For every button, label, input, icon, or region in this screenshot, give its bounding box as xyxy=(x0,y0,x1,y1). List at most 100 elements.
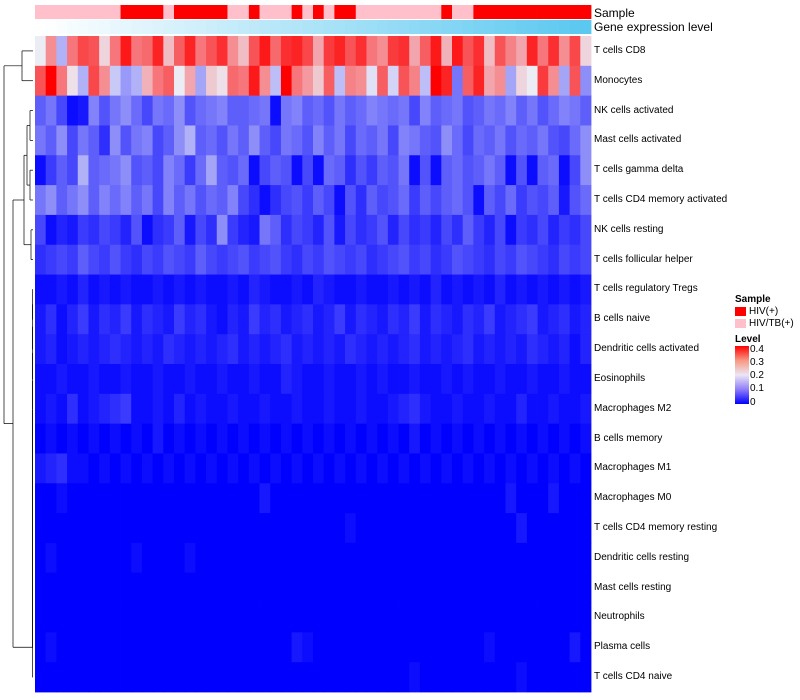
heatmap-cell xyxy=(548,185,560,216)
heatmap-cell xyxy=(227,36,239,67)
heatmap-cell xyxy=(88,453,100,484)
heatmap-cell xyxy=(441,185,453,216)
heatmap-cell xyxy=(184,274,196,305)
level-legend-title: Level xyxy=(735,334,761,345)
heatmap-cell xyxy=(526,483,538,514)
heatmap-cell xyxy=(131,274,143,305)
heatmap-cell xyxy=(387,274,399,305)
heatmap-cell xyxy=(152,364,164,395)
heatmap-cell xyxy=(409,632,421,663)
heatmap-cell xyxy=(141,423,154,454)
expression-annotation-cell xyxy=(120,20,132,34)
heatmap-cell xyxy=(537,304,549,335)
sample-annotation-cell xyxy=(452,5,464,19)
heatmap-cell xyxy=(387,632,399,663)
heatmap-cell xyxy=(398,632,410,663)
heatmap-cell xyxy=(462,423,474,454)
heatmap-cell xyxy=(569,423,581,454)
heatmap-cell xyxy=(163,602,175,633)
heatmap-cell xyxy=(77,632,89,663)
heatmap-cell xyxy=(558,214,571,246)
heatmap-cell xyxy=(270,423,282,454)
heatmap-cell xyxy=(377,483,389,514)
heatmap-cell xyxy=(430,423,442,454)
heatmap-cell xyxy=(377,155,389,186)
heatmap-cell xyxy=(494,274,506,305)
heatmap-cell xyxy=(377,513,389,544)
heatmap-cell xyxy=(484,304,496,335)
heatmap-cell xyxy=(419,65,432,97)
heatmap-cell xyxy=(248,65,260,97)
heatmap-cell xyxy=(313,214,325,246)
heatmap-cell xyxy=(67,36,79,67)
sample-annotation-cell xyxy=(387,5,399,19)
heatmap-cell xyxy=(494,244,506,275)
heatmap-cell xyxy=(355,155,367,186)
heatmap-cell xyxy=(409,542,421,574)
heatmap-cell xyxy=(56,572,68,603)
heatmap-cell xyxy=(174,155,186,186)
heatmap-cell xyxy=(409,334,421,365)
heatmap-cell xyxy=(109,214,121,246)
heatmap-cell xyxy=(163,125,175,156)
heatmap-cell xyxy=(152,95,164,126)
expression-annotation-cell xyxy=(452,20,464,34)
heatmap-cell xyxy=(484,95,496,126)
heatmap-cell xyxy=(355,334,367,365)
heatmap-cell xyxy=(88,393,100,425)
heatmap-cell xyxy=(270,572,282,603)
heatmap-cell xyxy=(387,364,399,395)
heatmap-cell xyxy=(387,65,399,97)
expression-annotation-cell xyxy=(462,20,474,34)
heatmap-cell xyxy=(558,393,571,425)
heatmap-cell xyxy=(206,423,218,454)
heatmap-cell xyxy=(141,214,154,246)
expression-annotation-cell xyxy=(227,20,239,34)
heatmap-cell xyxy=(291,214,303,246)
heatmap-cell xyxy=(345,513,357,544)
heatmap-cell xyxy=(548,513,560,544)
heatmap-cell xyxy=(526,274,538,305)
heatmap-cell xyxy=(163,632,175,663)
heatmap-cell xyxy=(409,364,421,395)
heatmap-cell xyxy=(494,36,506,67)
heatmap-cell xyxy=(580,453,592,484)
heatmap-cell xyxy=(558,662,571,693)
heatmap-cell xyxy=(184,542,196,574)
heatmap-cell xyxy=(537,125,549,156)
heatmap-cell xyxy=(195,334,207,365)
heatmap-cell xyxy=(77,662,89,693)
heatmap-cell xyxy=(580,274,592,305)
heatmap-cell xyxy=(526,572,538,603)
expression-annotation-cell xyxy=(345,20,357,34)
heatmap-cell xyxy=(558,513,571,544)
heatmap-cell xyxy=(377,274,389,305)
heatmap-cell xyxy=(366,662,378,693)
heatmap-cell xyxy=(537,364,549,395)
heatmap-cell xyxy=(516,36,528,67)
expression-annotation-cell xyxy=(537,20,549,34)
heatmap-cell xyxy=(313,662,325,693)
heatmap-cell xyxy=(88,244,100,275)
heatmap-cell xyxy=(409,36,421,67)
heatmap-cell xyxy=(377,393,389,425)
heatmap-cell xyxy=(248,632,260,663)
heatmap-cell xyxy=(195,542,207,574)
heatmap-cell xyxy=(291,632,303,663)
heatmap-cell xyxy=(291,542,303,574)
heatmap-cell xyxy=(56,125,68,156)
heatmap-cell xyxy=(473,632,485,663)
sample-annotation-cell xyxy=(99,5,111,19)
heatmap-cell xyxy=(238,125,250,156)
sample-annotation-cell xyxy=(537,5,549,19)
heatmap-cell xyxy=(227,155,239,186)
heatmap-cell xyxy=(56,632,68,663)
heatmap-cell xyxy=(526,155,538,186)
heatmap-cell xyxy=(120,513,132,544)
heatmap-cell xyxy=(88,423,100,454)
heatmap-cell xyxy=(537,602,549,633)
heatmap-cell xyxy=(99,155,111,186)
heatmap-cell xyxy=(120,125,132,156)
heatmap-cell xyxy=(56,602,68,633)
heatmap-cell xyxy=(227,572,239,603)
